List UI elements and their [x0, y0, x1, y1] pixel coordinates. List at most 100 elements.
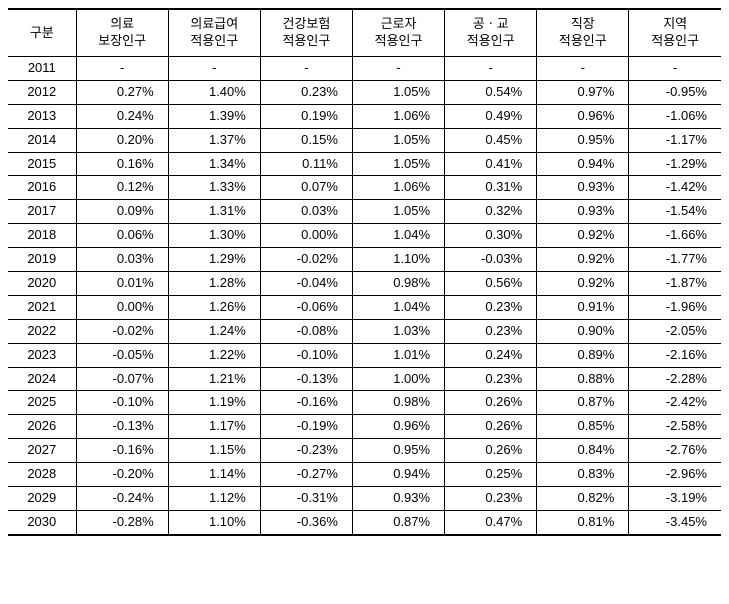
col-header-health-insurance: 건강보험적용인구: [260, 9, 352, 57]
cell-value: 0.96%: [537, 104, 629, 128]
cell-value: 0.87%: [352, 510, 444, 534]
cell-value: 0.11%: [260, 152, 352, 176]
col-header-medical-guarantee: 의료보장인구: [76, 9, 168, 57]
cell-value: 1.29%: [168, 248, 260, 272]
table-header: 구분 의료보장인구 의료급여적용인구 건강보험적용인구 근로자적용인구 공ㆍ교적…: [8, 9, 721, 57]
cell-value: 1.05%: [352, 200, 444, 224]
cell-year: 2022: [8, 319, 76, 343]
cell-value: -2.58%: [629, 415, 721, 439]
cell-value: -0.13%: [76, 415, 168, 439]
cell-value: 0.23%: [445, 295, 537, 319]
cell-value: -0.16%: [260, 391, 352, 415]
cell-value: 1.39%: [168, 104, 260, 128]
cell-value: 1.37%: [168, 128, 260, 152]
cell-value: 0.85%: [537, 415, 629, 439]
cell-value: -3.45%: [629, 510, 721, 534]
cell-value: 0.49%: [445, 104, 537, 128]
cell-value: -0.20%: [76, 463, 168, 487]
col-header-worker: 근로자적용인구: [352, 9, 444, 57]
cell-value: -0.10%: [76, 391, 168, 415]
cell-value: 1.10%: [168, 510, 260, 534]
data-table: 구분 의료보장인구 의료급여적용인구 건강보험적용인구 근로자적용인구 공ㆍ교적…: [8, 8, 721, 536]
cell-value: 0.94%: [352, 463, 444, 487]
cell-value: 1.15%: [168, 439, 260, 463]
cell-value: 0.45%: [445, 128, 537, 152]
cell-value: 0.82%: [537, 487, 629, 511]
col-header-medical-aid: 의료급여적용인구: [168, 9, 260, 57]
cell-value: 1.06%: [352, 104, 444, 128]
cell-year: 2015: [8, 152, 76, 176]
cell-value: -2.05%: [629, 319, 721, 343]
cell-value: 0.15%: [260, 128, 352, 152]
cell-value: 1.30%: [168, 224, 260, 248]
cell-value: -1.54%: [629, 200, 721, 224]
cell-value: 0.93%: [537, 200, 629, 224]
table-row: 20140.20%1.37%0.15%1.05%0.45%0.95%-1.17%: [8, 128, 721, 152]
cell-value: 0.26%: [445, 391, 537, 415]
table-row: 2029-0.24%1.12%-0.31%0.93%0.23%0.82%-3.1…: [8, 487, 721, 511]
cell-value: 0.95%: [352, 439, 444, 463]
cell-value: -2.76%: [629, 439, 721, 463]
cell-value: 1.17%: [168, 415, 260, 439]
cell-value: 0.94%: [537, 152, 629, 176]
cell-year: 2030: [8, 510, 76, 534]
cell-value: -0.02%: [76, 319, 168, 343]
cell-value: 0.19%: [260, 104, 352, 128]
cell-value: -0.36%: [260, 510, 352, 534]
cell-value: -0.31%: [260, 487, 352, 511]
header-row: 구분 의료보장인구 의료급여적용인구 건강보험적용인구 근로자적용인구 공ㆍ교적…: [8, 9, 721, 57]
cell-year: 2017: [8, 200, 76, 224]
cell-value: -0.10%: [260, 343, 352, 367]
col-header-public-education: 공ㆍ교적용인구: [445, 9, 537, 57]
cell-value: 1.14%: [168, 463, 260, 487]
cell-value: 1.22%: [168, 343, 260, 367]
cell-value: 0.25%: [445, 463, 537, 487]
cell-value: 0.07%: [260, 176, 352, 200]
table-row: 20210.00%1.26%-0.06%1.04%0.23%0.91%-1.96…: [8, 295, 721, 319]
cell-value: 0.24%: [76, 104, 168, 128]
cell-value: 1.04%: [352, 224, 444, 248]
cell-value: 1.21%: [168, 367, 260, 391]
cell-value: 0.27%: [76, 80, 168, 104]
cell-year: 2023: [8, 343, 76, 367]
cell-value: 0.98%: [352, 391, 444, 415]
table-row: 20170.09%1.31%0.03%1.05%0.32%0.93%-1.54%: [8, 200, 721, 224]
col-header-region: 지역적용인구: [629, 9, 721, 57]
cell-value: -0.95%: [629, 80, 721, 104]
cell-value: 0.23%: [445, 367, 537, 391]
cell-value: -0.27%: [260, 463, 352, 487]
table-row: 2011-------: [8, 57, 721, 81]
cell-value: -: [629, 57, 721, 81]
col-header-workplace: 직장적용인구: [537, 9, 629, 57]
cell-year: 2011: [8, 57, 76, 81]
cell-value: 0.89%: [537, 343, 629, 367]
cell-value: 0.03%: [76, 248, 168, 272]
cell-value: 0.47%: [445, 510, 537, 534]
cell-year: 2028: [8, 463, 76, 487]
table-row: 2028-0.20%1.14%-0.27%0.94%0.25%0.83%-2.9…: [8, 463, 721, 487]
cell-value: -1.87%: [629, 272, 721, 296]
cell-value: 1.04%: [352, 295, 444, 319]
cell-year: 2025: [8, 391, 76, 415]
cell-value: 0.41%: [445, 152, 537, 176]
cell-value: 0.06%: [76, 224, 168, 248]
table-row: 2027-0.16%1.15%-0.23%0.95%0.26%0.84%-2.7…: [8, 439, 721, 463]
cell-value: -: [537, 57, 629, 81]
cell-year: 2019: [8, 248, 76, 272]
cell-value: 0.87%: [537, 391, 629, 415]
table-row: 2023-0.05%1.22%-0.10%1.01%0.24%0.89%-2.1…: [8, 343, 721, 367]
cell-value: 1.19%: [168, 391, 260, 415]
cell-value: -1.06%: [629, 104, 721, 128]
cell-value: 0.16%: [76, 152, 168, 176]
cell-value: -1.17%: [629, 128, 721, 152]
cell-value: 0.92%: [537, 248, 629, 272]
cell-value: 0.23%: [260, 80, 352, 104]
cell-value: 0.92%: [537, 224, 629, 248]
cell-value: 1.00%: [352, 367, 444, 391]
cell-value: 0.98%: [352, 272, 444, 296]
cell-value: 0.95%: [537, 128, 629, 152]
table-row: 2024-0.07%1.21%-0.13%1.00%0.23%0.88%-2.2…: [8, 367, 721, 391]
cell-year: 2020: [8, 272, 76, 296]
cell-value: -1.96%: [629, 295, 721, 319]
cell-value: 0.01%: [76, 272, 168, 296]
